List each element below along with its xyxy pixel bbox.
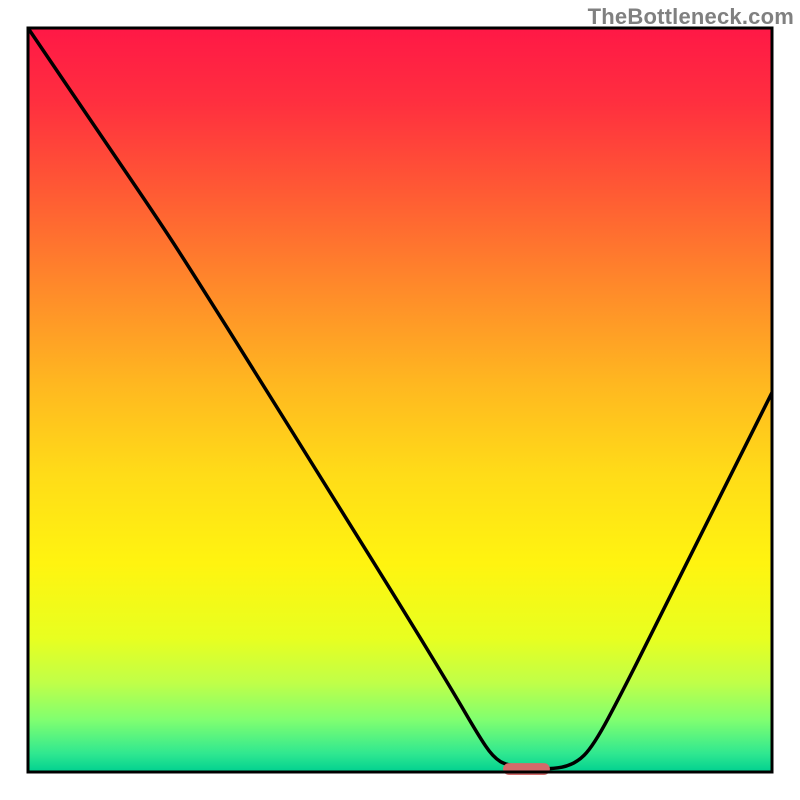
chart-container: TheBottleneck.com (0, 0, 800, 800)
watermark-text: TheBottleneck.com (588, 4, 794, 30)
gradient-background (28, 28, 772, 772)
bottleneck-chart (0, 0, 800, 800)
